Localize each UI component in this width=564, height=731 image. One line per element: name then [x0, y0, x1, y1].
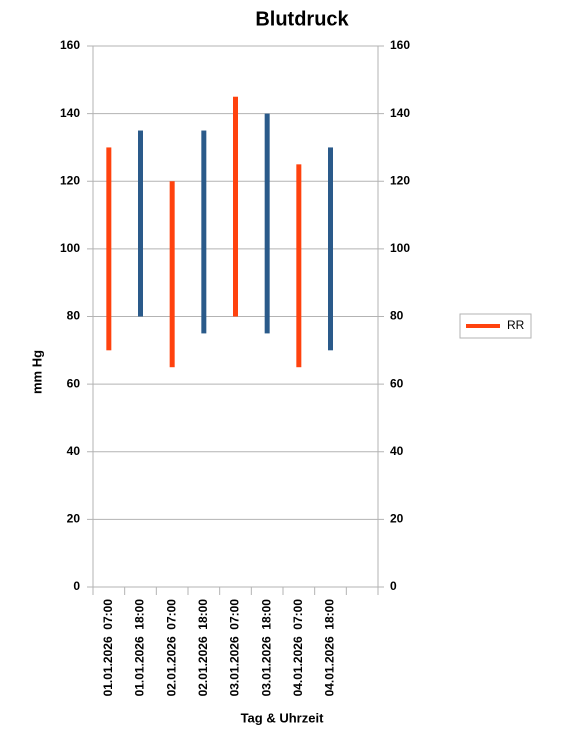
x-tick-label: 04.01.2026 18:00 — [323, 599, 337, 697]
x-tick-label: 01.01.2026 18:00 — [133, 599, 147, 697]
y2-tick-label: 20 — [390, 512, 404, 526]
x-tick-label: 03.01.2026 07:00 — [228, 599, 242, 697]
y-axis-label: mm Hg — [29, 350, 44, 394]
range-bar — [138, 130, 143, 317]
y-tick-label: 160 — [60, 38, 80, 52]
x-tick-label: 01.01.2026 07:00 — [101, 599, 115, 697]
y2-tick-label: 120 — [390, 173, 410, 187]
y-tick-label: 20 — [67, 512, 81, 526]
y2-tick-label: 160 — [390, 38, 410, 52]
y2-tick-label: 100 — [390, 241, 410, 255]
legend-label: RR — [507, 318, 525, 332]
x-tick-label: 02.01.2026 07:00 — [164, 599, 178, 697]
range-bar — [328, 147, 333, 351]
y-tick-label: 0 — [73, 579, 80, 593]
y-tick-label: 40 — [67, 444, 81, 458]
y-tick-label: 60 — [67, 376, 81, 390]
x-axis-label: Tag & Uhrzeit — [241, 710, 324, 725]
y-tick-label: 80 — [67, 309, 81, 323]
y2-tick-label: 80 — [390, 309, 404, 323]
x-tick-label: 04.01.2026 07:00 — [291, 599, 305, 697]
range-bar — [169, 181, 175, 368]
range-bar — [201, 130, 207, 334]
range-bar — [233, 96, 238, 317]
y2-tick-label: 40 — [390, 444, 404, 458]
range-bar — [264, 113, 270, 334]
chart-title: Blutdruck — [255, 8, 349, 30]
y2-tick-label: 140 — [390, 106, 410, 120]
range-bar — [296, 164, 302, 368]
y-tick-label: 120 — [60, 173, 80, 187]
y-tick-label: 100 — [60, 241, 80, 255]
x-tick-label: 03.01.2026 18:00 — [259, 599, 273, 697]
range-bar — [106, 147, 112, 351]
y2-tick-label: 0 — [390, 579, 397, 593]
x-tick-label: 02.01.2026 18:00 — [196, 599, 210, 697]
y-tick-label: 140 — [60, 106, 80, 120]
y2-tick-label: 60 — [390, 376, 404, 390]
